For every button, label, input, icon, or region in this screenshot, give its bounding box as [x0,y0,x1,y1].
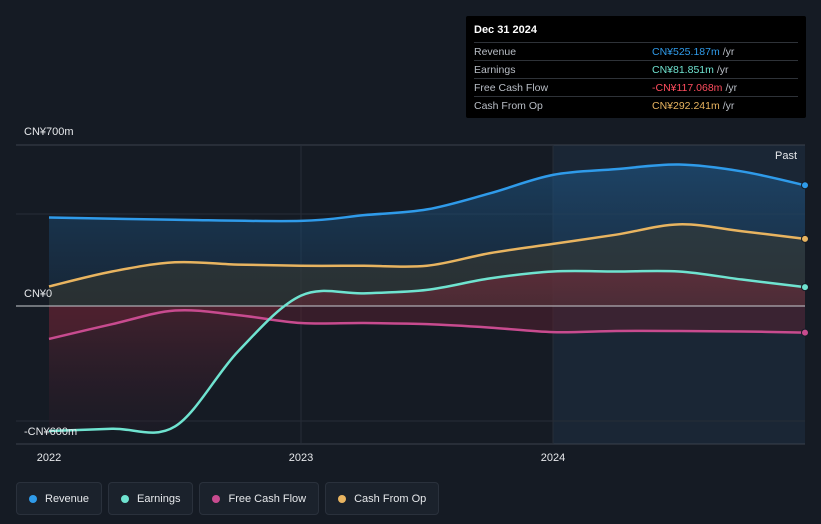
tooltip-row-earnings: Earnings CN¥81.851m /yr [474,60,798,78]
x-tick-label-2022: 2022 [36,452,62,464]
y-axis-label-bottom: -CN¥600m [24,426,78,438]
tooltip-row-label: Cash From Op [474,99,543,112]
tooltip-row-revenue: Revenue CN¥525.187m /yr [474,42,798,60]
legend-label: Cash From Op [354,492,427,505]
tooltip-row-unit: /yr [716,63,729,76]
legend-dot-icon [121,494,130,503]
tooltip-row-unit: /yr [722,99,735,112]
tooltip-row-value: CN¥292.241m [652,99,720,112]
earnings-line [48,269,806,434]
tooltip: Dec 31 2024 Revenue CN¥525.187m /yr Earn… [466,16,806,118]
free-cash-flow-end-point [801,328,809,337]
legend-item-earnings[interactable]: Earnings [108,482,194,515]
free-cash-flow-line [48,308,806,341]
legend-item-free-cash-flow[interactable]: Free Cash Flow [199,482,320,515]
tooltip-date: Dec 31 2024 [474,24,537,36]
legend-label: Free Cash Flow [228,492,307,505]
tooltip-row-value: -CN¥117.068m [652,81,723,94]
legend-item-cash-from-op[interactable]: Cash From Op [325,482,440,515]
tooltip-row-unit: /yr [722,45,735,58]
tooltip-row-label: Earnings [474,63,516,76]
x-tick-label-2024: 2024 [540,452,566,464]
legend-label: Revenue [45,492,90,505]
legend-dot-icon [338,494,347,503]
tooltip-row-free-cash-flow: Free Cash Flow -CN¥117.068m /yr [474,78,798,96]
tooltip-row-value: CN¥525.187m [652,45,720,58]
cash-from-op-end-point [801,234,809,243]
revenue-end-point [801,181,809,190]
legend-dot-icon [212,494,221,503]
chart-svg [16,144,809,445]
tooltip-row-cash-from-op: Cash From Op CN¥292.241m /yr [474,96,798,114]
legend-dot-icon [29,494,37,503]
legend: Revenue Earnings Free Cash Flow Cash Fro… [16,482,440,515]
earnings-end-point [801,283,809,292]
legend-label: Earnings [137,492,181,505]
tooltip-row-label: Free Cash Flow [474,81,549,94]
y-axis-label-top: CN¥700m [24,126,74,138]
revenue-line [48,163,806,223]
tooltip-row-unit: /yr [725,81,738,94]
x-tick-label-2023: 2023 [288,452,314,464]
tooltip-row-value: CN¥81.851m [652,63,714,76]
cash-from-op-line [48,223,806,288]
y-axis-label-zero: CN¥0 [24,288,53,300]
legend-item-revenue[interactable]: Revenue [16,482,103,515]
tooltip-row-label: Revenue [474,45,517,58]
past-label: Past [774,150,797,162]
